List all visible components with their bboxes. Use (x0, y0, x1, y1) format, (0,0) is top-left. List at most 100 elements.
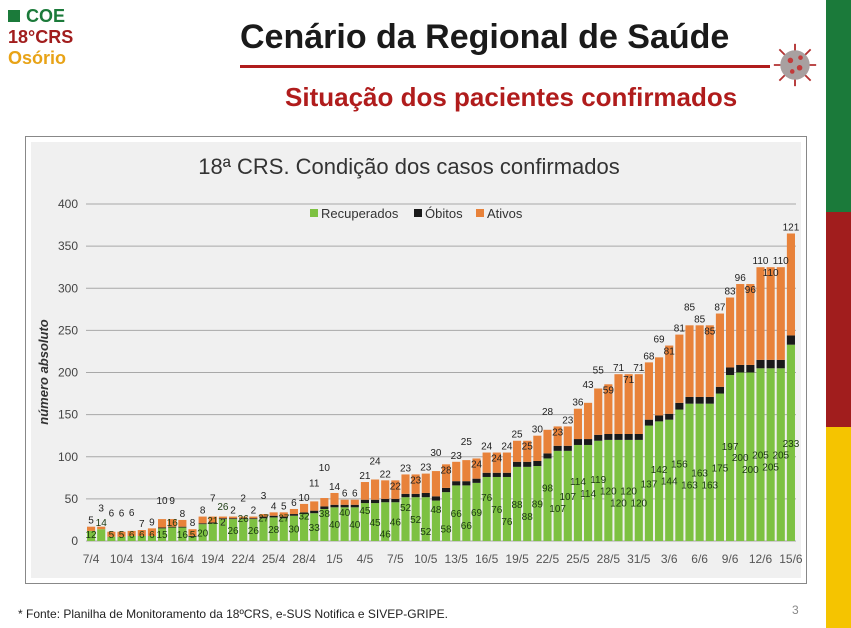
bar-recuperados (259, 518, 268, 541)
bar-obitos (188, 535, 197, 537)
legend-swatch-ativos (476, 209, 484, 217)
data-label-recuperados: 120 (630, 498, 647, 509)
data-label-ativos: 110 (773, 256, 789, 267)
x-tick-label: 25/5 (566, 552, 590, 566)
data-label-recuperados: 175 (712, 463, 729, 474)
bar-ativos (584, 402, 593, 440)
data-label-ativos: 36 (572, 398, 584, 409)
bar-recuperados (695, 403, 704, 541)
bar-recuperados (87, 530, 96, 541)
bar-ativos (736, 284, 745, 365)
bar-recuperados (239, 519, 248, 541)
data-label-recuperados: 156 (671, 459, 688, 470)
data-label-ativos: 83 (725, 287, 737, 298)
bar-obitos (736, 364, 745, 373)
bar-ativos (553, 426, 562, 446)
bar-recuperados (533, 466, 542, 541)
bar-ativos (127, 530, 136, 536)
bar-recuperados (411, 497, 420, 541)
data-label-ativos: 68 (643, 351, 655, 362)
bar-obitos (452, 481, 461, 486)
data-label-ativos: 6 (109, 509, 115, 520)
bar-ativos (350, 499, 359, 505)
bar-obitos (340, 504, 349, 508)
bar-recuperados (229, 519, 238, 541)
data-label-recuperados: 26 (228, 526, 240, 537)
y-tick-label: 400 (58, 197, 78, 211)
bar-recuperados (462, 485, 471, 541)
legend-recuperados: Recuperados (321, 206, 399, 221)
data-label-recuperados: 114 (580, 489, 596, 500)
bar-recuperados (289, 515, 298, 541)
data-label-recuperados: 20 (197, 529, 209, 540)
data-label-recuperados: 205 (762, 463, 779, 474)
data-label-recuperados: 30 (288, 524, 300, 535)
bar-recuperados (421, 497, 430, 541)
data-label-recuperados: 6 (149, 530, 155, 541)
bar-recuperados (563, 450, 572, 541)
x-tick-label: 12/6 (749, 552, 773, 566)
data-label-recuperados: 21 (207, 516, 219, 527)
stripe-green (826, 0, 851, 212)
legend-swatch-recuperados (310, 209, 318, 217)
data-label-ativos: 10 (299, 493, 311, 504)
legend-ativos: Ativos (487, 206, 523, 221)
data-label-ativos: 7 (139, 519, 145, 530)
data-label-recuperados: 16 (177, 530, 189, 541)
data-label-recuperados: 163 (691, 468, 708, 479)
bar-obitos (726, 367, 735, 376)
x-tick-label: 28/4 (292, 552, 316, 566)
bar-obitos (279, 516, 288, 519)
bar-obitos (573, 439, 582, 445)
bar-recuperados (523, 466, 532, 541)
bar-ativos (634, 374, 643, 435)
bar-obitos (502, 472, 511, 477)
bar-recuperados (188, 536, 197, 541)
data-label-recuperados: 88 (522, 512, 534, 523)
bar-obitos (310, 510, 319, 514)
bar-ativos (604, 384, 613, 435)
bar-recuperados (107, 536, 116, 541)
bar-ativos (624, 374, 633, 435)
bar-ativos (421, 473, 430, 493)
bar-obitos (543, 453, 552, 459)
data-label-recuperados: 38 (319, 509, 331, 520)
data-label-ativos: 6 (342, 489, 348, 500)
bar-recuperados (269, 517, 278, 541)
bar-recuperados (746, 372, 755, 541)
data-label-ativos: 11 (309, 478, 320, 489)
bar-recuperados (310, 513, 319, 541)
bar-recuperados (634, 439, 643, 541)
data-label-recuperados: 46 (380, 530, 392, 541)
bar-ativos (573, 408, 582, 440)
data-label-recuperados: 6 (129, 530, 135, 541)
bar-recuperados (705, 403, 714, 541)
bar-recuperados (584, 444, 593, 541)
data-label-ativos: 96 (735, 273, 747, 284)
y-tick-label: 300 (58, 281, 78, 295)
bar-ativos (249, 516, 258, 519)
data-label-ativos: 9 (169, 496, 175, 507)
data-label-ativos: 71 (633, 363, 645, 374)
bar-recuperados (97, 529, 106, 541)
data-label-recuperados: 205 (772, 451, 789, 462)
legend: Recuperados Óbitos Ativos (310, 206, 523, 221)
bar-ativos (665, 345, 674, 414)
data-label-recuperados: 120 (620, 486, 637, 497)
data-label-recuperados: 66 (461, 521, 473, 532)
data-label-recuperados: 76 (501, 517, 513, 528)
data-label-recuperados: 163 (681, 480, 698, 491)
bar-ativos (655, 357, 664, 416)
bar-recuperados (208, 523, 217, 541)
bar-obitos (178, 526, 187, 528)
data-label-ativos: 23 (552, 427, 564, 438)
bar-recuperados (360, 503, 369, 541)
data-label-ativos: 55 (593, 366, 605, 377)
bar-obitos (584, 439, 593, 445)
bar-ativos (107, 531, 116, 537)
x-tick-label: 1/5 (326, 552, 343, 566)
x-tick-label: 16/5 (475, 552, 499, 566)
data-label-ativos: 28 (441, 465, 453, 476)
data-label-ativos: 87 (714, 303, 726, 314)
bar-obitos (746, 364, 755, 373)
